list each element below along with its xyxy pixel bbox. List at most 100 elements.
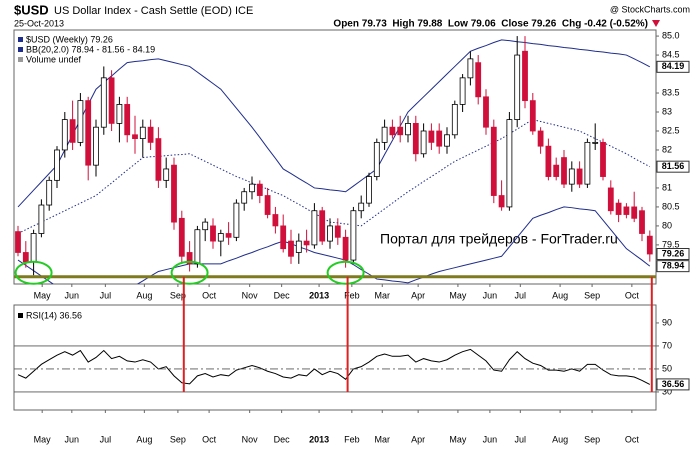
candle-body <box>46 179 53 206</box>
x-tick-label: Jun <box>65 434 80 444</box>
candle-body <box>93 126 99 166</box>
candle-body <box>116 104 123 124</box>
y-tick-label: 82.5 <box>662 125 680 135</box>
subtitle: US Dollar Index - Cash Settle (EOD) ICE <box>54 5 253 17</box>
y-tick-label: 82 <box>662 144 672 154</box>
x-tick-label: Oct <box>202 434 217 444</box>
y-tick-label: 83 <box>662 106 672 116</box>
candle-body <box>475 62 482 98</box>
bollinger-band <box>17 39 651 208</box>
x-tick-label: Jul <box>515 434 527 444</box>
candle-body <box>249 183 255 193</box>
candle-body <box>139 126 146 139</box>
source: @ StockCharts.com <box>610 4 690 14</box>
candle-body <box>342 236 349 261</box>
candle-body <box>210 225 216 242</box>
candle-body <box>366 176 372 204</box>
x-tick-label: Oct <box>625 434 640 444</box>
candle-body <box>155 138 162 181</box>
candle-body <box>631 206 638 219</box>
candle-body <box>225 233 232 238</box>
candle-body <box>607 187 614 212</box>
candle-body <box>264 195 271 215</box>
down-arrow <box>652 20 660 27</box>
x-tick-label: May <box>449 290 467 300</box>
x-tick-label: Apr <box>411 434 425 444</box>
candle-body <box>54 149 60 181</box>
value-box <box>656 260 690 273</box>
candle-body <box>171 164 177 223</box>
x-tick-label: Jul <box>100 290 112 300</box>
candle-body <box>132 134 138 139</box>
x-tick-label: Apr <box>411 290 425 300</box>
y-tick-label: 84.5 <box>662 49 680 59</box>
value-box <box>656 248 690 261</box>
x-tick-label: May <box>34 434 52 444</box>
value-box-label: 36.56 <box>662 379 685 389</box>
x-tick-label: Mar <box>375 290 391 300</box>
candle-body <box>451 104 458 136</box>
candle-body <box>350 210 357 261</box>
x-tick-label: Oct <box>202 290 217 300</box>
legend-icon <box>18 37 23 42</box>
x-tick-label: May <box>449 434 467 444</box>
rsi-panel <box>13 304 657 411</box>
candle-body <box>529 100 536 132</box>
value-box-label: 78.94 <box>662 261 685 271</box>
x-tick-label: Aug <box>552 434 568 444</box>
candle-body <box>428 130 435 143</box>
candle-body <box>100 77 107 128</box>
candle-body <box>272 214 279 227</box>
y-tick-label: 30 <box>662 386 672 396</box>
candle-body <box>373 141 380 177</box>
x-tick-label: Jun <box>483 434 498 444</box>
candle-body <box>412 122 419 155</box>
bollinger-band <box>17 119 651 234</box>
candle-body <box>639 210 645 234</box>
candle-body <box>459 77 466 105</box>
candle-body <box>77 100 84 143</box>
price-plot <box>15 36 653 284</box>
candle-body <box>405 122 411 136</box>
candle-body <box>568 168 575 185</box>
rsi-line <box>17 348 651 385</box>
candle-body <box>600 141 606 177</box>
y-tick-label: 85.0 <box>662 30 680 40</box>
y-tick-label: 80.5 <box>662 201 680 211</box>
candle-body <box>420 130 427 155</box>
candle-body <box>295 240 302 253</box>
candle-body <box>623 206 630 215</box>
candle-body <box>514 54 521 121</box>
symbol: $USD <box>14 2 49 17</box>
candle-body <box>233 202 240 238</box>
x-tick-label: 2013 <box>309 290 329 300</box>
candle-body <box>311 210 318 246</box>
x-tick-label: Aug <box>136 290 152 300</box>
candle-body <box>506 119 513 208</box>
x-tick-label: Sep <box>170 434 186 444</box>
y-tick-label: 70 <box>662 340 672 350</box>
x-tick-label: Nov <box>242 434 259 444</box>
legend-entry: BB(20,2.0) 78.94 - 81.56 - 84.19 <box>26 44 155 54</box>
candle-body <box>194 229 201 265</box>
value-box-label: 79.26 <box>662 248 685 258</box>
candle-body <box>85 100 92 166</box>
candle-body <box>545 145 552 177</box>
candle-body <box>280 225 287 250</box>
candle-body <box>381 126 388 143</box>
candle-body <box>163 168 170 181</box>
candle-body <box>69 119 76 143</box>
candle-body <box>15 231 21 253</box>
date: 25-Oct-2013 <box>14 18 64 28</box>
price-panel <box>13 29 657 285</box>
rsi-plot <box>17 348 651 385</box>
y-tick-label: 83.5 <box>662 87 680 97</box>
bollinger-band <box>17 206 651 284</box>
candle-body <box>444 134 450 147</box>
candle-body <box>467 58 474 79</box>
x-tick-label: Mar <box>375 434 391 444</box>
candle-body <box>108 77 115 124</box>
y-tick-label: 80 <box>662 220 672 230</box>
candle-body <box>561 157 567 185</box>
